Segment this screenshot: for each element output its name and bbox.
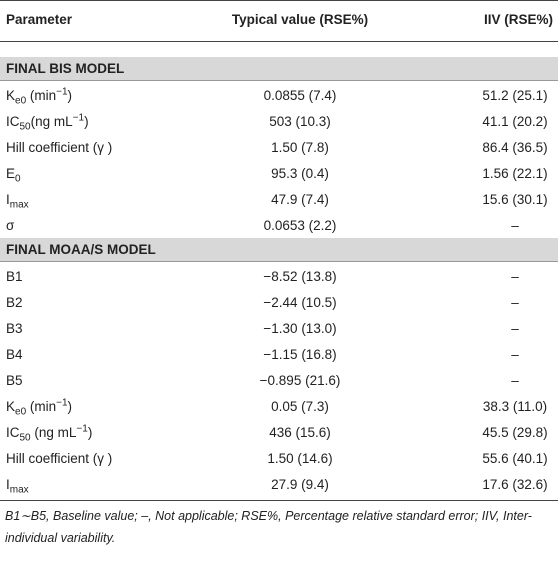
typical-value-cell: −1.15 (16.8) bbox=[263, 347, 337, 362]
top-rule bbox=[0, 0, 558, 1]
typical-value-cell: −0.895 (21.6) bbox=[259, 373, 341, 388]
typical-value-cell: 436 (15.6) bbox=[269, 425, 331, 440]
iiv-cell: 51.2 (25.1) bbox=[482, 88, 548, 103]
parameter-cell: B3 bbox=[6, 316, 23, 342]
iiv-cell: 17.6 (32.6) bbox=[482, 477, 548, 492]
parameter-text: (ng mL bbox=[30, 114, 73, 129]
parameter-cell: σ bbox=[6, 213, 14, 239]
parameter-text: I bbox=[6, 477, 10, 492]
section-band: FINAL BIS MODEL bbox=[0, 57, 558, 81]
parameter-text: −1 bbox=[56, 86, 68, 98]
section-band: FINAL MOAA/S MODEL bbox=[0, 238, 558, 262]
parameter-text: B4 bbox=[6, 347, 23, 362]
typical-value-cell: 1.50 (14.6) bbox=[267, 451, 333, 466]
parameter-text: I bbox=[6, 192, 10, 207]
parameter-text: 50 bbox=[19, 432, 31, 444]
parameter-text: −1 bbox=[72, 112, 85, 124]
parameter-text: ) bbox=[87, 425, 93, 440]
iiv-cell: – bbox=[511, 373, 519, 388]
typical-value-cell: −1.30 (13.0) bbox=[263, 321, 337, 336]
parameter-text: (min bbox=[26, 88, 57, 103]
parameter-text: max bbox=[9, 484, 29, 496]
parameter-cell: Hill coefficient (γ ) bbox=[6, 446, 112, 472]
iiv-cell: 38.3 (11.0) bbox=[482, 399, 548, 414]
iiv-cell: – bbox=[511, 218, 519, 233]
typical-value-cell: 0.05 (7.3) bbox=[271, 399, 329, 414]
header-cell: Typical value (RSE%) bbox=[231, 12, 369, 27]
typical-value-cell: −8.52 (13.8) bbox=[263, 269, 337, 284]
parameter-text: K bbox=[6, 399, 16, 414]
iiv-cell: – bbox=[511, 321, 519, 336]
parameter-text: (min bbox=[26, 399, 57, 414]
parameter-cell: Imax bbox=[6, 472, 29, 498]
typical-value-cell: 95.3 (0.4) bbox=[271, 166, 329, 181]
parameter-cell: B2 bbox=[6, 290, 23, 316]
typical-value-cell: 0.0855 (7.4) bbox=[263, 88, 337, 103]
typical-value-cell: 1.50 (7.8) bbox=[271, 140, 329, 155]
parameter-text: IC bbox=[6, 114, 20, 129]
parameter-text: −1 bbox=[76, 423, 88, 435]
iiv-cell: 45.5 (29.8) bbox=[482, 425, 548, 440]
header-cell: IIV (RSE%) bbox=[483, 12, 553, 27]
parameter-text: K bbox=[6, 88, 16, 103]
iiv-cell: 15.6 (30.1) bbox=[482, 192, 548, 207]
parameter-text: E bbox=[6, 166, 16, 181]
iiv-cell: – bbox=[511, 269, 519, 284]
parameter-text: max bbox=[9, 199, 29, 211]
parameter-cell: IC50(ng mL−1) bbox=[6, 109, 89, 135]
iiv-cell: 55.6 (40.1) bbox=[482, 451, 548, 466]
parameter-text: (ng mL bbox=[30, 425, 77, 440]
parameter-text: ) bbox=[84, 114, 89, 129]
parameter-cell: B1 bbox=[6, 264, 23, 290]
parameter-text: B2 bbox=[6, 295, 23, 310]
typical-value-cell: 27.9 (9.4) bbox=[271, 477, 329, 492]
section-title: FINAL MOAA/S MODEL bbox=[6, 242, 156, 257]
header-cell: Parameter bbox=[6, 12, 73, 27]
parameter-text: −1 bbox=[56, 397, 68, 409]
parameter-cell: Hill coefficient (γ ) bbox=[6, 135, 112, 161]
bottom-rule bbox=[0, 500, 558, 501]
parameter-text: σ bbox=[6, 218, 15, 233]
typical-value-cell: 0.0653 (2.2) bbox=[263, 218, 337, 233]
parameter-cell: Ke0 (min−1) bbox=[6, 83, 72, 109]
parameter-text: ) bbox=[67, 88, 73, 103]
parameter-text: 50 bbox=[19, 121, 31, 133]
parameter-cell: IC50 (ng mL−1) bbox=[6, 420, 92, 446]
header-rule bbox=[0, 41, 558, 42]
iiv-cell: 41.1 (20.2) bbox=[482, 114, 548, 129]
iiv-cell: – bbox=[511, 295, 519, 310]
typical-value-cell: 47.9 (7.4) bbox=[271, 192, 329, 207]
parameter-text: B3 bbox=[6, 321, 23, 336]
parameter-text: B5 bbox=[6, 373, 23, 388]
parameter-text: Hill coefficient (γ ) bbox=[6, 451, 113, 466]
parameter-text: e0 bbox=[15, 406, 27, 418]
parameter-cell: B5 bbox=[6, 368, 23, 394]
iiv-cell: – bbox=[511, 347, 519, 362]
footnote: B1∼B5, Baseline value; –, Not applicable… bbox=[5, 509, 532, 545]
typical-value-cell: 503 (10.3) bbox=[269, 114, 331, 129]
parameter-text: 0 bbox=[15, 173, 21, 185]
iiv-cell: 86.4 (36.5) bbox=[482, 140, 548, 155]
section-title: FINAL BIS MODEL bbox=[6, 61, 125, 76]
typical-value-cell: −2.44 (10.5) bbox=[263, 295, 337, 310]
parameter-cell: Ke0 (min−1) bbox=[6, 394, 72, 420]
parameter-text: ) bbox=[67, 399, 73, 414]
parameter-text: B1 bbox=[6, 269, 23, 284]
parameter-cell: Imax bbox=[6, 187, 29, 213]
parameter-text: e0 bbox=[15, 95, 27, 107]
parameter-cell: B4 bbox=[6, 342, 23, 368]
iiv-cell: 1.56 (22.1) bbox=[482, 166, 548, 181]
parameter-cell: E0 bbox=[6, 161, 21, 187]
parameter-text: Hill coefficient (γ ) bbox=[6, 140, 113, 155]
parameter-text: IC bbox=[6, 425, 20, 440]
